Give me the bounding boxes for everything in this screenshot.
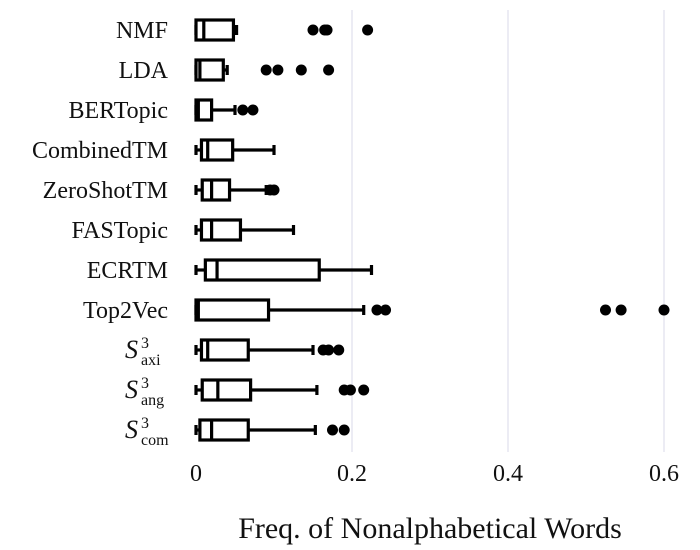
category-label: LDA xyxy=(119,58,169,84)
outlier-point xyxy=(380,304,392,316)
outlier-point xyxy=(237,104,249,116)
box-plot xyxy=(194,58,335,82)
category-label: Top2Vec xyxy=(83,298,168,324)
box-plot xyxy=(194,378,370,402)
category-label: BERTopic xyxy=(68,98,168,124)
outlier-point xyxy=(260,64,272,76)
outlier-point xyxy=(321,24,333,36)
box-plot xyxy=(194,218,296,242)
outlier-point xyxy=(307,24,319,36)
x-tick-label: 0.6 xyxy=(649,461,679,487)
category-label-sup: 3 xyxy=(141,415,149,432)
box-plot xyxy=(194,258,374,282)
category-label-sup: 3 xyxy=(141,335,149,352)
iqr-box xyxy=(194,18,236,42)
category-label-sup: 3 xyxy=(141,375,149,392)
category-label: ZeroShotTM xyxy=(43,178,168,204)
outlier-point xyxy=(333,344,345,356)
outlier-point xyxy=(327,424,338,436)
x-axis-label: Freq. of Nonalphabetical Words xyxy=(238,512,622,545)
category-label: NMF xyxy=(116,18,168,44)
iqr-box xyxy=(200,378,253,402)
box-plot xyxy=(194,338,345,362)
x-tick-labels: 0 0.2 0.4 0.6 xyxy=(190,461,679,487)
box-plot xyxy=(194,138,276,162)
box-plot xyxy=(194,418,350,442)
iqr-box xyxy=(199,338,250,362)
iqr-box xyxy=(194,58,225,82)
iqr-box xyxy=(198,418,250,442)
box-plot xyxy=(194,178,280,202)
x-tick-label: 0 xyxy=(190,461,202,487)
outlier-point xyxy=(600,304,611,316)
outlier-point xyxy=(268,184,280,196)
box-plot xyxy=(194,298,670,322)
outlier-point xyxy=(658,304,670,316)
outlier-point xyxy=(247,104,259,116)
grid-lines xyxy=(351,10,665,452)
outlier-point xyxy=(371,304,383,316)
outlier-point xyxy=(295,64,307,76)
outlier-point xyxy=(362,24,374,36)
category-label-base: S xyxy=(125,375,138,404)
iqr-box xyxy=(203,258,321,282)
category-label-base: S xyxy=(125,335,138,364)
outlier-point xyxy=(344,384,356,396)
x-tick-label: 0.2 xyxy=(337,461,367,487)
category-label-base: S xyxy=(125,415,138,444)
category-label: CombinedTM xyxy=(32,138,168,164)
category-label-sub: com xyxy=(141,432,169,449)
category-labels: NMF LDA BERTopic CombinedTM ZeroShotTM FASTop… xyxy=(32,18,169,449)
outlier-point xyxy=(323,64,335,76)
iqr-box xyxy=(194,298,271,322)
category-label: ECRTM xyxy=(87,258,168,284)
outlier-point xyxy=(272,64,284,76)
outlier-point xyxy=(338,424,350,436)
box-plot xyxy=(194,18,374,42)
box-plot xyxy=(194,98,259,122)
x-tick-label: 0.4 xyxy=(493,461,523,487)
outlier-point xyxy=(358,384,370,396)
category-label-sub: axi xyxy=(141,352,161,369)
category-label: FASTopic xyxy=(71,218,168,244)
outlier-point xyxy=(615,304,627,316)
outlier-point xyxy=(323,344,335,356)
iqr-box xyxy=(199,218,243,242)
category-label-sub: ang xyxy=(141,392,164,409)
boxes xyxy=(194,18,670,442)
iqr-box xyxy=(200,178,232,202)
